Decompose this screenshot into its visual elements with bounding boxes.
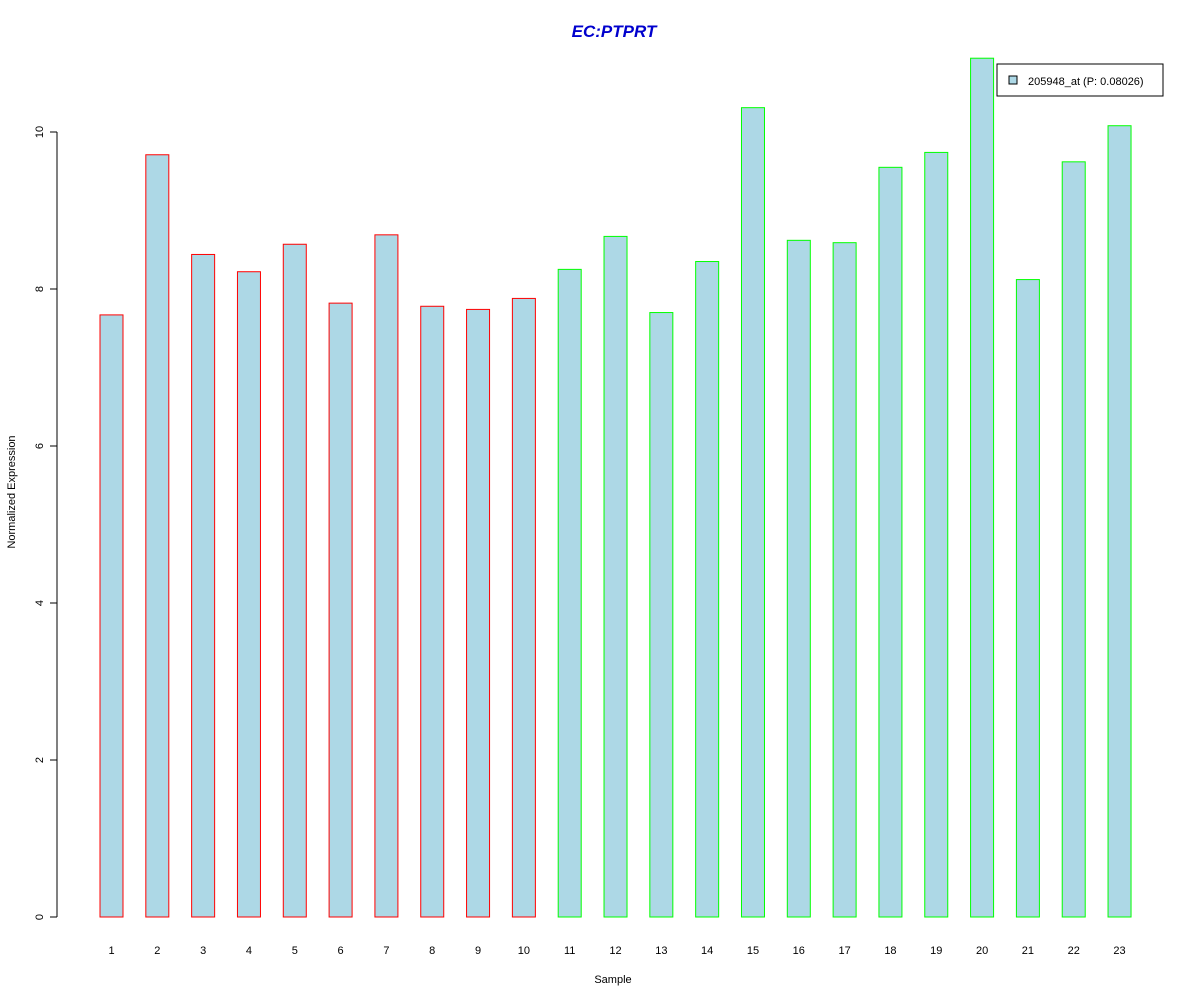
x-tick-label-12: 12 — [609, 945, 621, 957]
x-tick-labels: 1 2 3 4 5 6 7 8 9 10 11 12 13 14 15 16 17 18 19 20 21 22 23 — [108, 945, 1125, 957]
x-tick-label-2: 2 — [154, 945, 160, 957]
bar-1 — [99, 314, 124, 918]
bar-19 — [924, 151, 949, 918]
x-tick-label-8: 8 — [429, 945, 435, 957]
bar-21 — [1015, 279, 1040, 918]
x-tick-label-22: 22 — [1068, 945, 1080, 957]
legend-label: 205948_at (P: 0.08026) — [1028, 76, 1144, 88]
bar-20 — [970, 57, 995, 918]
y-tick-label: 10 — [34, 126, 46, 138]
x-tick-label-14: 14 — [701, 945, 713, 957]
x-tick-label-9: 9 — [475, 945, 481, 957]
y-axis-label: Normalized Expression — [6, 435, 18, 548]
bar-3 — [191, 253, 216, 918]
y-axis: 0 2 4 6 8 10 — [34, 126, 58, 920]
x-tick-label-3: 3 — [200, 945, 206, 957]
bar-2 — [145, 154, 170, 918]
bar-18 — [878, 166, 903, 918]
x-tick-label-11: 11 — [564, 945, 575, 957]
bars-group — [99, 57, 1132, 918]
bar-15 — [740, 107, 765, 918]
y-tick-label: 2 — [34, 757, 46, 763]
x-tick-label-7: 7 — [383, 945, 389, 957]
bar-16 — [786, 239, 811, 918]
bar-23 — [1107, 125, 1132, 918]
chart-title: EC:PTPRT — [572, 22, 658, 41]
bar-5 — [282, 243, 307, 918]
bar-6 — [328, 302, 353, 918]
bar-10 — [511, 297, 536, 918]
x-tick-label-17: 17 — [838, 945, 850, 957]
bar-7 — [374, 234, 399, 918]
bar-8 — [420, 305, 445, 918]
bar-13 — [649, 312, 674, 918]
x-axis-label: Sample — [594, 974, 631, 986]
y-tick-label: 4 — [34, 600, 46, 606]
legend-swatch — [1008, 75, 1018, 85]
bar-12 — [603, 235, 628, 918]
x-tick-label-4: 4 — [246, 945, 252, 957]
x-tick-label-16: 16 — [793, 945, 805, 957]
legend-box — [996, 63, 1164, 97]
bar-22 — [1061, 161, 1086, 918]
bar-17 — [832, 242, 857, 918]
x-tick-label-6: 6 — [338, 945, 344, 957]
x-tick-label-20: 20 — [976, 945, 988, 957]
y-tick-label: 8 — [34, 286, 46, 292]
bar-4 — [236, 271, 261, 918]
y-tick-label: 0 — [34, 914, 46, 920]
bar-9 — [466, 308, 491, 918]
x-tick-label-5: 5 — [292, 945, 298, 957]
x-tick-label-1: 1 — [108, 945, 114, 957]
x-tick-label-23: 23 — [1113, 945, 1125, 957]
legend: 205948_at (P: 0.08026) — [996, 63, 1164, 97]
x-tick-label-10: 10 — [518, 945, 530, 957]
x-tick-label-19: 19 — [930, 945, 942, 957]
y-tick-label: 6 — [34, 443, 46, 449]
x-tick-label-18: 18 — [884, 945, 896, 957]
x-tick-label-15: 15 — [747, 945, 759, 957]
bar-14 — [695, 261, 720, 918]
x-tick-label-13: 13 — [655, 945, 667, 957]
x-tick-label-21: 21 — [1022, 945, 1034, 957]
bar-11 — [557, 268, 582, 918]
